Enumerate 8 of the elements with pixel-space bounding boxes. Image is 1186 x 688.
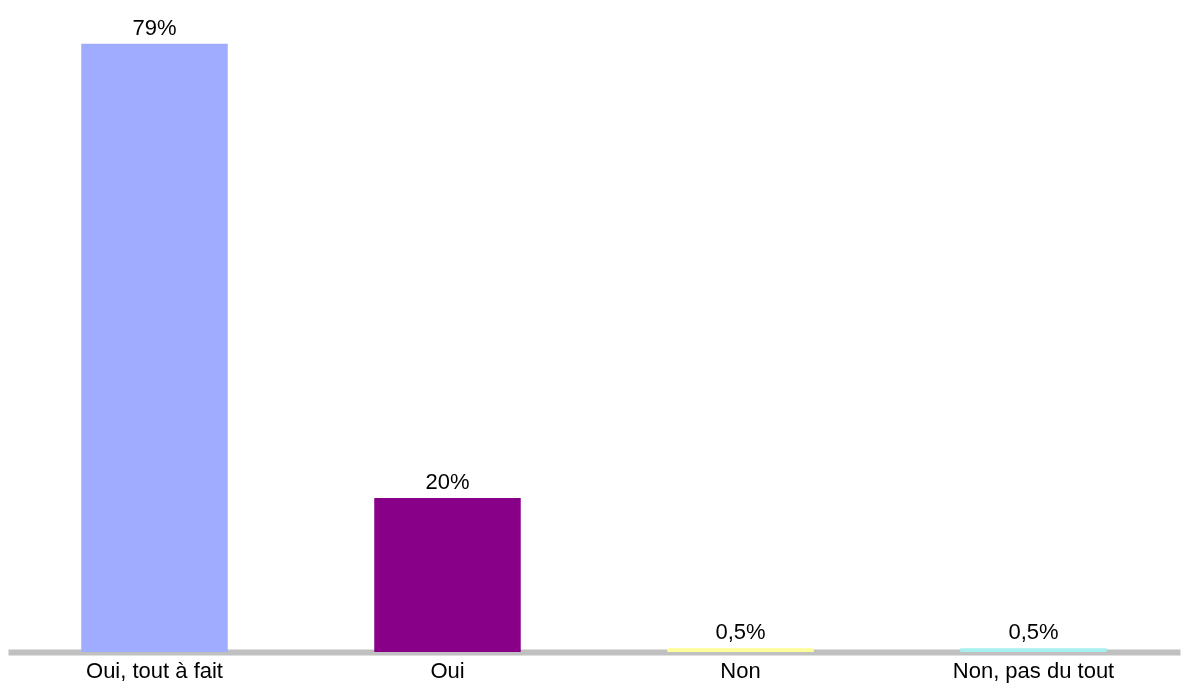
x-tick-label: Oui, tout à fait (86, 657, 223, 683)
data-label: 0,5% (715, 619, 766, 645)
x-tick-label: Non, pas du tout (952, 657, 1115, 683)
data-label: 79% (132, 14, 177, 40)
x-tick-label: Non (720, 657, 761, 683)
data-label: 0,5% (1008, 619, 1059, 645)
x-tick-label: Oui (430, 657, 465, 683)
data-label: 20% (425, 469, 470, 494)
